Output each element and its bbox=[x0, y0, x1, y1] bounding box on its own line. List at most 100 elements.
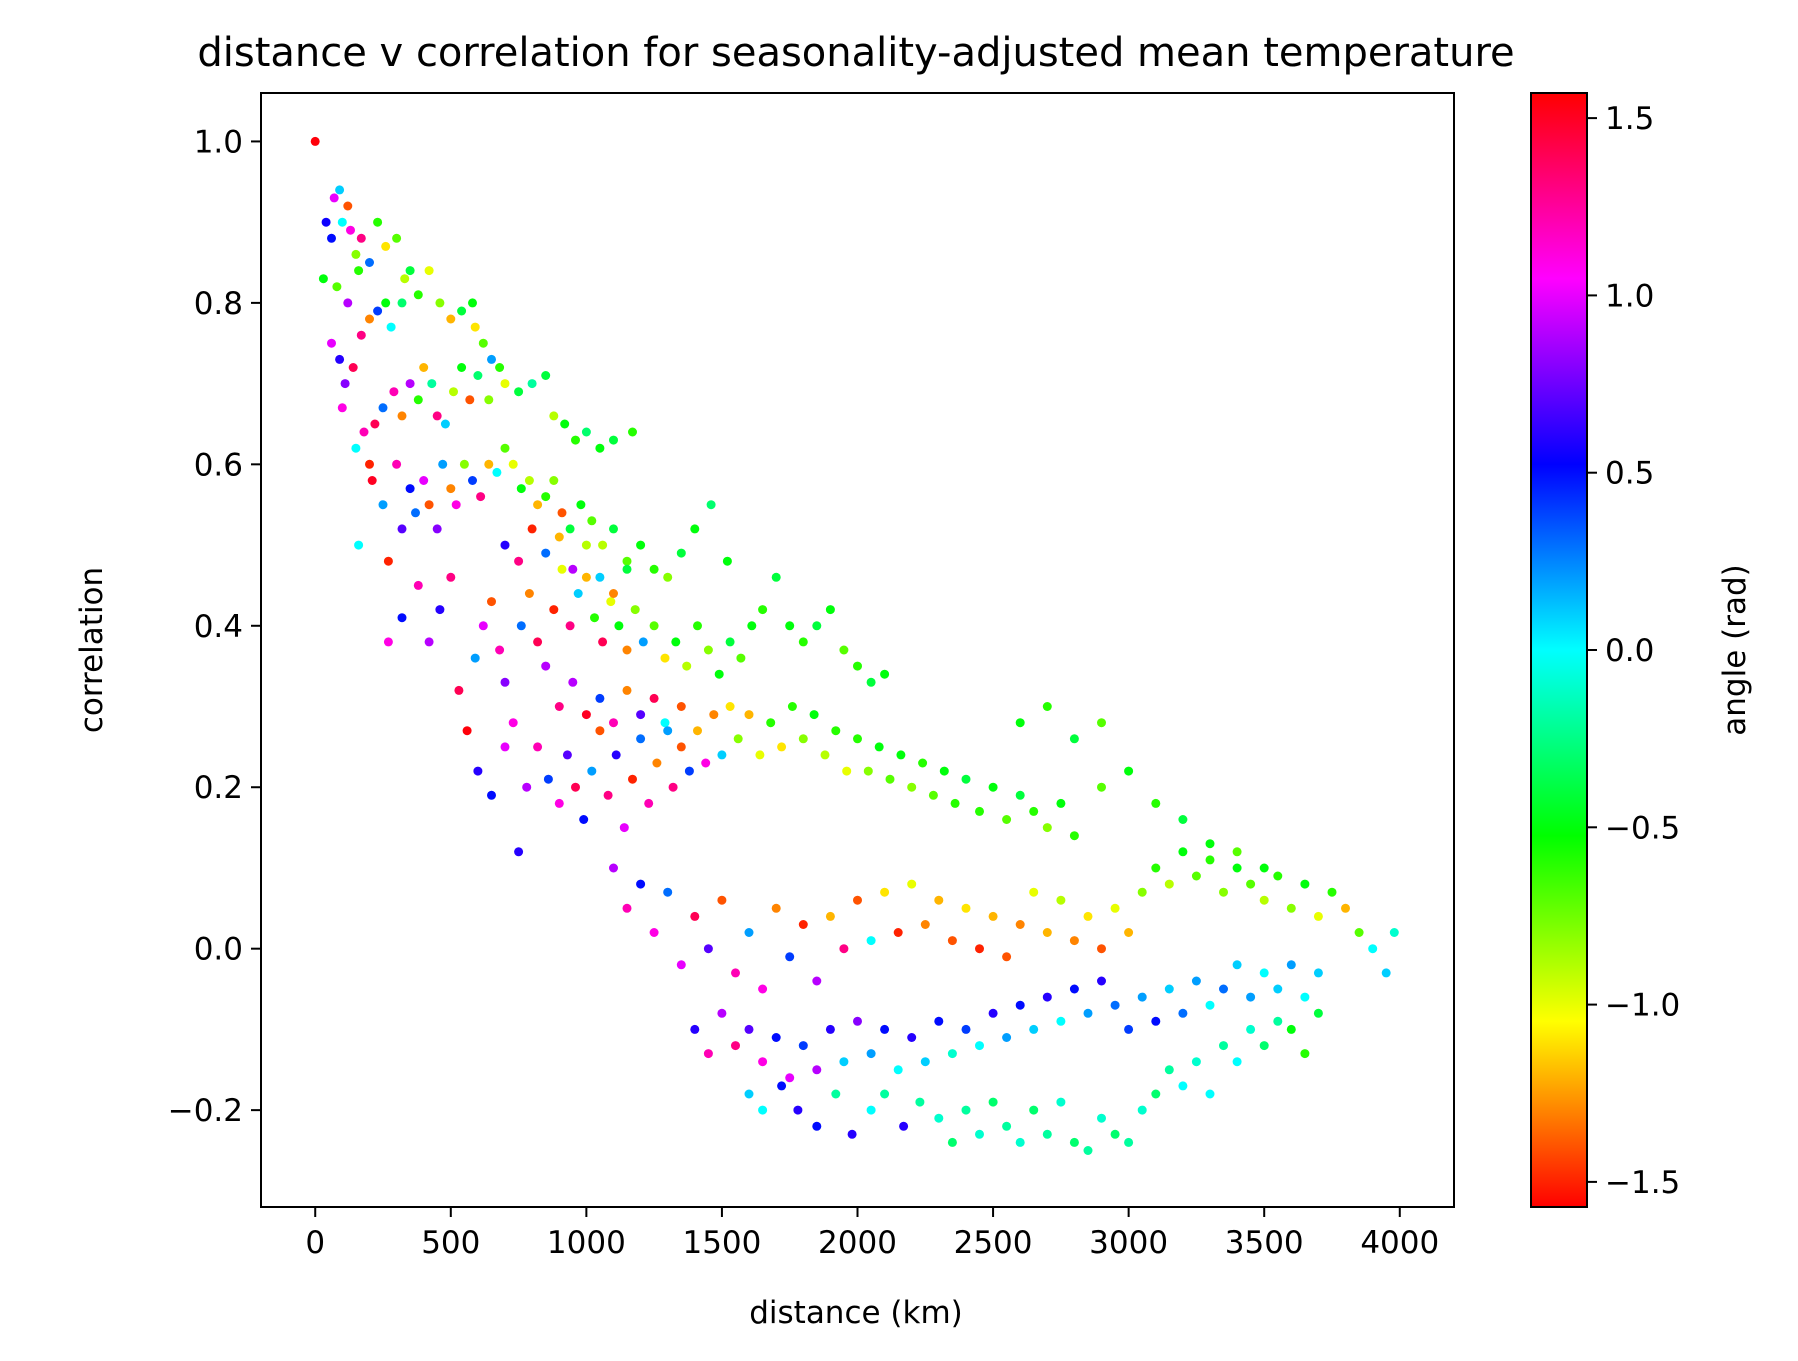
scatter-point bbox=[920, 920, 930, 929]
scatter-point bbox=[758, 1105, 768, 1115]
scatter-point bbox=[1286, 903, 1296, 913]
scatter-point bbox=[676, 742, 686, 752]
scatter-point bbox=[571, 782, 580, 792]
scatter-point bbox=[649, 564, 659, 574]
scatter-point bbox=[1389, 928, 1399, 937]
scatter-point bbox=[622, 903, 632, 913]
scatter-point bbox=[961, 774, 971, 784]
scatter-point bbox=[346, 225, 355, 235]
scatter-point bbox=[587, 516, 597, 526]
scatter-point bbox=[1273, 871, 1283, 881]
x-tick-label: 2000 bbox=[818, 1225, 897, 1261]
y-tick-label: 0.4 bbox=[194, 609, 243, 645]
scatter-point bbox=[1002, 1033, 1012, 1042]
colorbar-tick-label: −1.0 bbox=[1605, 988, 1680, 1024]
scatter-point bbox=[462, 726, 472, 736]
x-tick-label: 3500 bbox=[1225, 1225, 1304, 1261]
scatter-point bbox=[1015, 920, 1025, 929]
scatter-point bbox=[907, 1033, 917, 1042]
scatter-point bbox=[701, 758, 711, 768]
scatter-point bbox=[1042, 702, 1052, 711]
scatter-point bbox=[758, 1057, 768, 1067]
scatter-point bbox=[609, 718, 618, 728]
scatter-point bbox=[947, 936, 957, 946]
scatter-point bbox=[435, 605, 445, 615]
scatter-point bbox=[1042, 823, 1052, 833]
scatter-point bbox=[581, 710, 591, 720]
scatter-point bbox=[595, 572, 605, 582]
scatter-point bbox=[343, 201, 353, 211]
scatter-point bbox=[907, 782, 917, 792]
scatter-point bbox=[853, 661, 862, 671]
scatter-point bbox=[622, 645, 632, 655]
scatter-point bbox=[541, 371, 551, 380]
scatter-point bbox=[853, 895, 862, 905]
scatter-point bbox=[378, 500, 388, 510]
scatter-point bbox=[449, 387, 458, 397]
scatter-point bbox=[432, 411, 442, 421]
scatter-point bbox=[722, 556, 732, 566]
scatter-point bbox=[310, 136, 320, 146]
scatter-point bbox=[918, 758, 928, 768]
scatter-point bbox=[668, 782, 678, 792]
scatter-point bbox=[947, 1137, 957, 1147]
scatter-point bbox=[671, 637, 681, 647]
colorbar-axis: −1.5 −1.0 −0.5 0.0 0.5 1.0 1.5 bbox=[1587, 101, 1680, 1201]
scatter-point bbox=[1015, 718, 1025, 728]
scatter-point bbox=[419, 363, 429, 372]
scatter-point bbox=[609, 524, 618, 534]
x-axis-label: distance (km) bbox=[749, 1295, 963, 1331]
scatter-point bbox=[549, 605, 559, 615]
scatter-point bbox=[690, 524, 700, 534]
scatter-point bbox=[1313, 911, 1323, 921]
scatter-point bbox=[747, 621, 757, 631]
colorbar-tick-label: −0.5 bbox=[1605, 810, 1680, 846]
scatter-point bbox=[378, 403, 388, 413]
scatter-point bbox=[514, 847, 524, 857]
scatter-point bbox=[1164, 984, 1174, 994]
scatter-point bbox=[825, 1024, 835, 1034]
scatter-point bbox=[508, 718, 518, 728]
scatter-point bbox=[638, 637, 648, 647]
scatter-point bbox=[383, 556, 393, 566]
scatter-point bbox=[533, 637, 543, 647]
scatter-point bbox=[397, 411, 407, 421]
scatter-point bbox=[351, 249, 361, 259]
scatter-point bbox=[1151, 1089, 1161, 1099]
scatter-point bbox=[381, 298, 391, 308]
scatter-point bbox=[636, 710, 646, 720]
scatter-point bbox=[405, 484, 415, 494]
scatter-point bbox=[649, 693, 659, 703]
scatter-point bbox=[392, 233, 402, 243]
scatter-point bbox=[1178, 815, 1188, 824]
scatter-point bbox=[500, 677, 510, 687]
scatter-point bbox=[690, 1024, 700, 1034]
scatter-point bbox=[446, 314, 456, 324]
y-tick-label: −0.2 bbox=[168, 1093, 243, 1129]
scatter-point bbox=[1164, 879, 1174, 889]
y-tick-label: 0.2 bbox=[194, 770, 243, 806]
x-tick-label: 2500 bbox=[954, 1225, 1033, 1261]
scatter-point bbox=[676, 960, 686, 970]
scatter-point bbox=[885, 774, 895, 784]
scatter-point bbox=[975, 944, 984, 954]
scatter-point bbox=[405, 266, 415, 276]
scatter-point bbox=[703, 645, 713, 655]
scatter-point bbox=[327, 233, 336, 243]
scatter-point bbox=[343, 298, 353, 308]
scatter-point bbox=[893, 928, 903, 937]
scatter-point bbox=[1069, 831, 1079, 841]
scatter-point bbox=[581, 540, 591, 550]
scatter-point bbox=[595, 693, 605, 703]
scatter-point bbox=[1219, 1041, 1228, 1051]
scatter-point bbox=[354, 540, 364, 550]
scatter-point bbox=[663, 887, 673, 897]
scatter-point bbox=[397, 524, 407, 534]
scatter-point bbox=[1327, 887, 1337, 897]
scatter-point bbox=[576, 500, 586, 510]
scatter-point bbox=[400, 274, 410, 284]
scatter-point bbox=[744, 1024, 754, 1034]
scatter-point bbox=[356, 233, 366, 243]
scatter-point bbox=[598, 637, 608, 647]
scatter-point bbox=[427, 379, 437, 389]
